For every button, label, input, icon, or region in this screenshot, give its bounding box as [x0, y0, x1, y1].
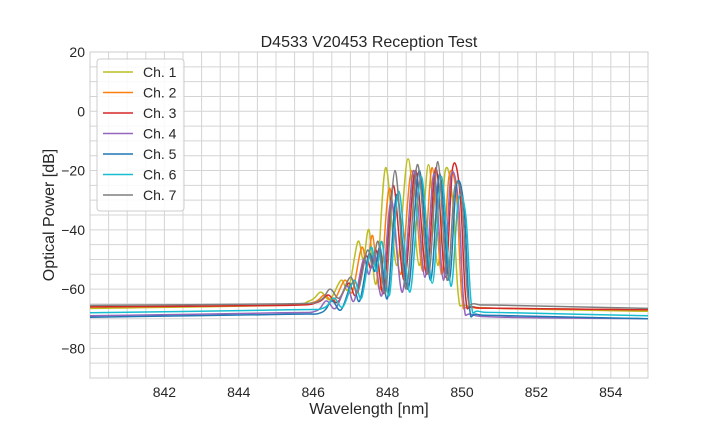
legend-label: Ch. 6	[143, 167, 177, 183]
y-tick-label: −60	[61, 281, 85, 297]
legend-label: Ch. 7	[143, 187, 177, 203]
y-tick-label: −40	[61, 222, 85, 238]
series-line-ch-4	[89, 169, 649, 320]
legend-label: Ch. 5	[143, 146, 177, 162]
chart-title: D4533 V20453 Reception Test	[261, 34, 478, 51]
legend-label: Ch. 4	[143, 126, 177, 142]
x-tick-label: 848	[376, 384, 400, 400]
legend-label: Ch. 2	[143, 85, 177, 101]
series-lines	[89, 157, 649, 320]
y-tick-label: 20	[69, 44, 85, 60]
y-tick-label: −80	[61, 340, 85, 356]
legend-box	[96, 58, 185, 212]
y-tick-labels: 20 0 −20 −40 −60 −80	[61, 44, 85, 356]
x-tick-label: 846	[302, 384, 326, 400]
x-tick-label: 852	[525, 384, 549, 400]
legend-label: Ch. 3	[143, 105, 177, 121]
x-tick-label: 844	[227, 384, 251, 400]
x-tick-label: 850	[450, 384, 474, 400]
legend-label: Ch. 1	[143, 64, 177, 80]
legend: Ch. 1 Ch. 2 Ch. 3 Ch. 4 Ch. 5 Ch. 6 Ch. 7	[96, 58, 185, 212]
x-axis-label: Wavelength [nm]	[309, 401, 428, 418]
x-tick-label: 842	[153, 384, 177, 400]
plot-area-border	[89, 51, 649, 379]
series-line-ch-3	[89, 162, 649, 311]
y-axis-label: Optical Power [dB]	[41, 149, 58, 282]
y-tick-label: 0	[77, 103, 85, 119]
y-tick-label: −20	[61, 163, 85, 179]
series-line-ch-6	[89, 175, 649, 317]
x-tick-labels: 842 844 846 848 850 852 854	[153, 384, 623, 400]
series-line-ch-5	[89, 169, 649, 320]
series-line-ch-7	[89, 160, 649, 310]
x-tick-label: 854	[599, 384, 623, 400]
